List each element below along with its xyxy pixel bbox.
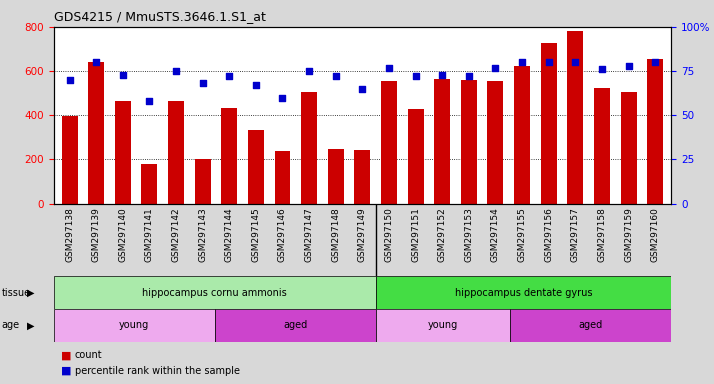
Bar	[568, 31, 583, 204]
Bar	[195, 159, 211, 204]
Text: GSM297141: GSM297141	[145, 207, 154, 262]
Text: GSM297140: GSM297140	[119, 207, 127, 262]
Text: GSM297144: GSM297144	[225, 207, 233, 262]
Bar	[301, 92, 317, 204]
Text: ■: ■	[61, 366, 71, 376]
Point	[197, 80, 208, 86]
Point	[490, 65, 501, 71]
Bar	[221, 108, 237, 204]
Bar	[620, 92, 637, 204]
Text: aged: aged	[283, 320, 307, 331]
Bar	[215, 309, 376, 342]
Point	[330, 73, 341, 79]
Text: GSM297148: GSM297148	[331, 207, 341, 262]
Point	[436, 71, 448, 78]
Point	[303, 68, 315, 74]
Text: hippocampus dentate gyrus: hippocampus dentate gyrus	[455, 288, 592, 298]
Bar	[54, 276, 376, 309]
Point	[543, 59, 554, 65]
Text: tissue: tissue	[1, 288, 31, 298]
Text: ▶: ▶	[27, 320, 35, 331]
Point	[117, 71, 129, 78]
Text: GSM297139: GSM297139	[91, 207, 101, 262]
Point	[623, 63, 634, 69]
Text: young: young	[428, 320, 458, 331]
Bar	[434, 79, 451, 204]
Bar	[354, 150, 371, 204]
Text: GSM297156: GSM297156	[544, 207, 553, 262]
Text: GSM297138: GSM297138	[65, 207, 74, 262]
Point	[596, 66, 608, 72]
Point	[356, 86, 368, 92]
Point	[64, 77, 75, 83]
Bar	[376, 309, 510, 342]
Text: GSM297151: GSM297151	[411, 207, 420, 262]
Point	[144, 98, 155, 104]
Bar	[408, 109, 423, 204]
Point	[223, 73, 235, 79]
Point	[650, 59, 661, 65]
Bar	[540, 43, 557, 204]
Point	[91, 59, 102, 65]
Text: GSM297145: GSM297145	[251, 207, 261, 262]
Text: GSM297152: GSM297152	[438, 207, 447, 262]
Text: hippocampus cornu ammonis: hippocampus cornu ammonis	[142, 288, 287, 298]
Bar	[510, 309, 671, 342]
Bar	[274, 151, 291, 204]
Text: GDS4215 / MmuSTS.3646.1.S1_at: GDS4215 / MmuSTS.3646.1.S1_at	[54, 10, 266, 23]
Bar	[514, 66, 530, 204]
Bar	[461, 80, 477, 204]
Point	[171, 68, 182, 74]
Text: GSM297158: GSM297158	[598, 207, 606, 262]
Bar	[488, 81, 503, 204]
Bar	[115, 101, 131, 204]
Text: age: age	[1, 320, 19, 331]
Text: GSM297146: GSM297146	[278, 207, 287, 262]
Bar	[328, 149, 343, 204]
Point	[516, 59, 528, 65]
Bar	[141, 164, 157, 204]
Text: ▶: ▶	[27, 288, 35, 298]
Text: GSM297154: GSM297154	[491, 207, 500, 262]
Text: GSM297155: GSM297155	[518, 207, 527, 262]
Text: ■: ■	[61, 350, 71, 360]
Bar	[168, 101, 184, 204]
Bar	[54, 309, 215, 342]
Text: percentile rank within the sample: percentile rank within the sample	[75, 366, 240, 376]
Point	[410, 73, 421, 79]
Bar	[376, 276, 671, 309]
Bar	[61, 116, 78, 204]
Text: GSM297142: GSM297142	[171, 207, 181, 262]
Point	[250, 82, 261, 88]
Point	[277, 94, 288, 101]
Text: GSM297143: GSM297143	[198, 207, 207, 262]
Bar	[248, 129, 264, 204]
Text: GSM297147: GSM297147	[305, 207, 313, 262]
Text: GSM297160: GSM297160	[650, 207, 660, 262]
Bar	[594, 88, 610, 204]
Text: GSM297153: GSM297153	[464, 207, 473, 262]
Text: aged: aged	[578, 320, 603, 331]
Bar	[647, 59, 663, 204]
Text: GSM297157: GSM297157	[570, 207, 580, 262]
Point	[570, 59, 581, 65]
Text: GSM297159: GSM297159	[624, 207, 633, 262]
Text: young: young	[119, 320, 149, 331]
Point	[383, 65, 395, 71]
Text: GSM297149: GSM297149	[358, 207, 367, 262]
Text: GSM297150: GSM297150	[384, 207, 393, 262]
Text: count: count	[75, 350, 103, 360]
Point	[463, 73, 475, 79]
Bar	[88, 61, 104, 204]
Bar	[381, 81, 397, 204]
